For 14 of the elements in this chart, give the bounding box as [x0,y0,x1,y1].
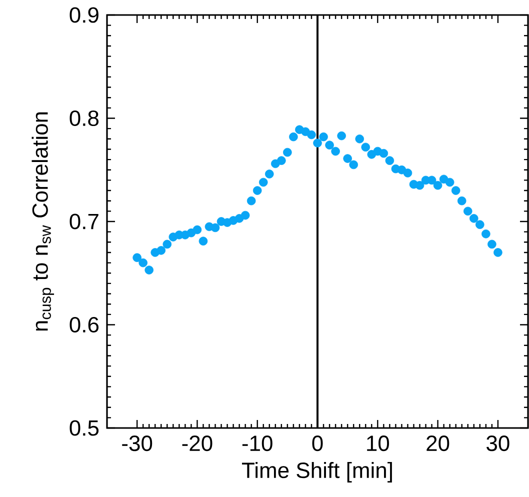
y-tick-label: 0.5 [70,420,99,436]
x-tick-label: -10 [242,436,272,452]
x-tick-label: -30 [122,436,152,452]
y-tick-label: 0.6 [70,316,99,333]
y-axis-title: n$_{cusp}$ to n$_{sw}$ Correlation [32,112,54,331]
x-tick-label: 20 [426,436,450,452]
x-axis-title: Time Shift [min] [242,462,392,482]
x-tick-label: 0 [312,436,323,452]
y-tick-label: 0.8 [70,110,99,126]
x-tick-label: 10 [367,436,390,452]
y-tick-label: 0.9 [70,7,98,23]
x-tick-label: -20 [182,436,212,452]
x-tick-label: 30 [486,436,510,452]
y-tick-label: 0.7 [70,214,98,230]
